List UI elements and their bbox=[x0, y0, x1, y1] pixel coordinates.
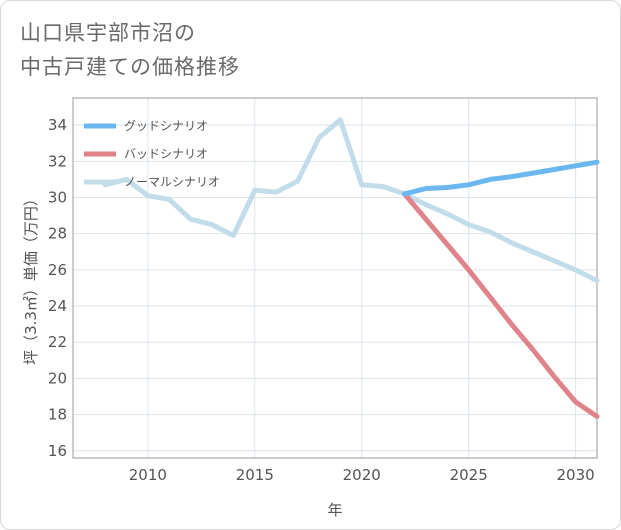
y-tick-label: 18 bbox=[48, 406, 67, 424]
y-tick-label: 24 bbox=[48, 297, 67, 315]
chart-title-line-2: 中古戸建ての価格推移 bbox=[20, 55, 240, 79]
y-axis-title: 坪（3.3㎡）単価（万円） bbox=[22, 191, 40, 365]
y-tick-label: 30 bbox=[48, 188, 67, 206]
grid-lines bbox=[73, 98, 597, 458]
x-tick-label: 2030 bbox=[557, 466, 595, 484]
y-tick-label: 22 bbox=[48, 333, 67, 351]
chart-title: 山口県宇部市沼の 中古戸建ての価格推移 bbox=[20, 16, 240, 84]
y-tick-label: 26 bbox=[48, 261, 67, 279]
x-tick-label: 2020 bbox=[343, 466, 381, 484]
x-tick-label: 2015 bbox=[236, 466, 274, 484]
y-tick-label: 28 bbox=[48, 225, 67, 243]
legend-label: バッドシナリオ bbox=[124, 147, 208, 161]
y-tick-label: 16 bbox=[48, 442, 67, 460]
chart-title-line-1: 山口県宇部市沼の bbox=[20, 21, 196, 45]
x-tick-label: 2025 bbox=[450, 466, 488, 484]
series-line-1 bbox=[402, 159, 600, 197]
legend-label: グッドシナリオ bbox=[124, 119, 208, 133]
series-line-3 bbox=[102, 117, 600, 284]
y-tick-label: 32 bbox=[48, 152, 67, 170]
series-line-2 bbox=[402, 191, 600, 419]
x-tick-label: 2010 bbox=[129, 466, 167, 484]
y-tick-label: 34 bbox=[48, 116, 67, 134]
y-tick-label: 20 bbox=[48, 369, 67, 387]
series-lines bbox=[102, 117, 600, 419]
x-axis-ticks: 2010 2015 2020 2025 2030 bbox=[129, 466, 595, 484]
legend-label: ノーマルシナリオ bbox=[124, 175, 220, 189]
x-axis-title: 年 bbox=[327, 501, 342, 519]
y-axis-ticks: 16 18 20 22 24 26 28 30 32 34 bbox=[48, 116, 67, 460]
